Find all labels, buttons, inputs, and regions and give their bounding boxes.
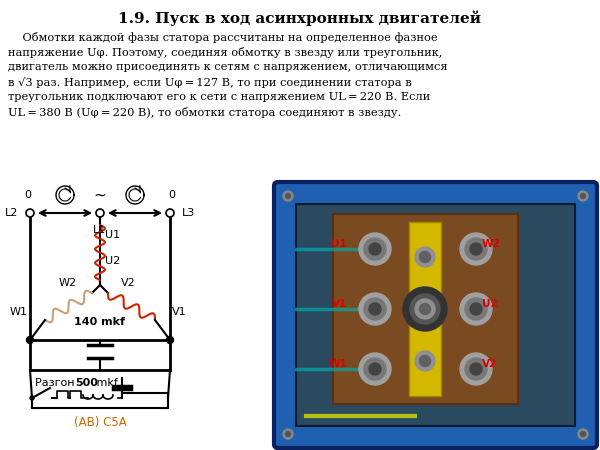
Circle shape <box>410 294 440 324</box>
Circle shape <box>26 209 34 217</box>
Circle shape <box>369 243 381 255</box>
Text: (АВ) С5А: (АВ) С5А <box>74 416 127 429</box>
Circle shape <box>359 233 391 265</box>
Circle shape <box>364 238 386 260</box>
Circle shape <box>415 351 435 371</box>
Circle shape <box>581 432 586 436</box>
Circle shape <box>465 298 487 320</box>
Circle shape <box>30 396 34 400</box>
Circle shape <box>470 303 482 315</box>
Circle shape <box>359 353 391 385</box>
Text: V1: V1 <box>172 307 187 317</box>
Bar <box>333 214 518 404</box>
Text: ~: ~ <box>94 188 106 203</box>
Circle shape <box>364 358 386 380</box>
Bar <box>296 204 575 426</box>
Circle shape <box>369 303 381 315</box>
Circle shape <box>359 293 391 325</box>
Text: V1: V1 <box>332 299 347 309</box>
Circle shape <box>26 337 34 343</box>
Text: Обмотки каждой фазы статора рассчитаны на определенное фазное: Обмотки каждой фазы статора рассчитаны н… <box>8 32 437 43</box>
Text: в √3 раз. Например, если Uφ = 127 В, то при соединении статора в: в √3 раз. Например, если Uφ = 127 В, то … <box>8 77 412 88</box>
Circle shape <box>286 432 290 436</box>
Circle shape <box>470 363 482 375</box>
Circle shape <box>364 298 386 320</box>
Circle shape <box>460 233 492 265</box>
Text: W2: W2 <box>482 239 501 249</box>
Text: 0: 0 <box>25 190 32 200</box>
Text: W1: W1 <box>10 307 28 317</box>
Circle shape <box>283 429 293 439</box>
Circle shape <box>286 194 290 198</box>
Text: L2: L2 <box>5 208 18 218</box>
Circle shape <box>419 252 431 262</box>
Text: 140 mkf: 140 mkf <box>74 317 125 327</box>
FancyBboxPatch shape <box>274 182 597 448</box>
Text: V2: V2 <box>121 278 136 288</box>
Text: U1: U1 <box>331 239 347 249</box>
Circle shape <box>470 243 482 255</box>
Text: 0: 0 <box>169 190 176 200</box>
Text: 1.9. Пуск в ход асинхронных двигателей: 1.9. Пуск в ход асинхронных двигателей <box>119 10 482 26</box>
Text: 500: 500 <box>75 378 98 388</box>
Circle shape <box>283 191 293 201</box>
Text: двигатель можно присоединять к сетям с напряжением, отличающимся: двигатель можно присоединять к сетям с н… <box>8 62 448 72</box>
Circle shape <box>96 209 104 217</box>
Text: W2: W2 <box>59 278 77 288</box>
Bar <box>409 222 441 396</box>
Text: mkf: mkf <box>93 378 118 388</box>
Circle shape <box>167 337 173 343</box>
Circle shape <box>415 299 435 319</box>
Circle shape <box>415 247 435 267</box>
Circle shape <box>578 429 588 439</box>
Text: W1: W1 <box>328 359 347 369</box>
Circle shape <box>460 293 492 325</box>
Text: треугольник подключают его к сети с напряжением UL = 220 В. Если: треугольник подключают его к сети с напр… <box>8 92 430 102</box>
Text: U1: U1 <box>105 230 120 240</box>
Circle shape <box>578 191 588 201</box>
Circle shape <box>403 287 447 331</box>
Text: напряжение Uφ. Поэтому, соединяя обмотку в звезду или треугольник,: напряжение Uφ. Поэтому, соединяя обмотку… <box>8 47 442 58</box>
Text: UL = 380 В (Uφ = 220 В), то обмотки статора соединяют в звезду.: UL = 380 В (Uφ = 220 В), то обмотки стат… <box>8 107 401 118</box>
Text: L3: L3 <box>182 208 195 218</box>
Circle shape <box>369 363 381 375</box>
Circle shape <box>465 238 487 260</box>
Text: U2: U2 <box>482 299 498 309</box>
Text: Разгон: Разгон <box>35 378 78 388</box>
Circle shape <box>166 209 174 217</box>
Circle shape <box>581 194 586 198</box>
Circle shape <box>460 353 492 385</box>
Circle shape <box>419 356 431 366</box>
Text: U2: U2 <box>105 256 120 266</box>
Circle shape <box>419 303 431 315</box>
Circle shape <box>465 358 487 380</box>
Text: V2: V2 <box>482 359 497 369</box>
Text: L1: L1 <box>94 225 107 235</box>
